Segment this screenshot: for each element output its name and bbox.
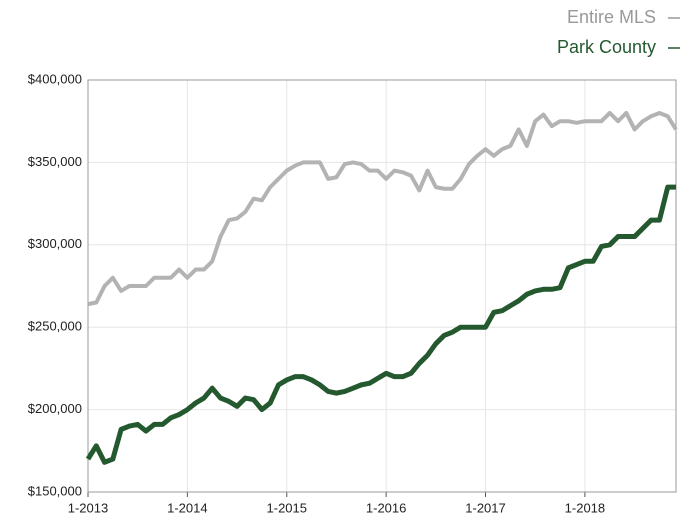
- data-line: [87, 110, 678, 307]
- y-tick-label: $300,000: [28, 236, 82, 251]
- y-tick-label: $250,000: [28, 319, 82, 334]
- legend-label: Park County: [557, 37, 656, 57]
- y-tick-label: $150,000: [28, 483, 82, 498]
- x-tick-label: 1-2017: [465, 500, 505, 515]
- legend-label: Entire MLS: [567, 7, 656, 27]
- x-tick-label: 1-2018: [565, 500, 605, 515]
- y-tick-label: $200,000: [28, 401, 82, 416]
- x-tick-label: 1-2013: [68, 500, 108, 515]
- x-tick-label: 1-2016: [366, 500, 406, 515]
- x-tick-label: 1-2014: [167, 500, 207, 515]
- plot-border: [87, 79, 677, 493]
- y-tick-label: $400,000: [28, 71, 82, 86]
- y-tick-label: $350,000: [28, 154, 82, 169]
- x-tick-label: 1-2015: [267, 500, 307, 515]
- data-line: [85, 184, 676, 465]
